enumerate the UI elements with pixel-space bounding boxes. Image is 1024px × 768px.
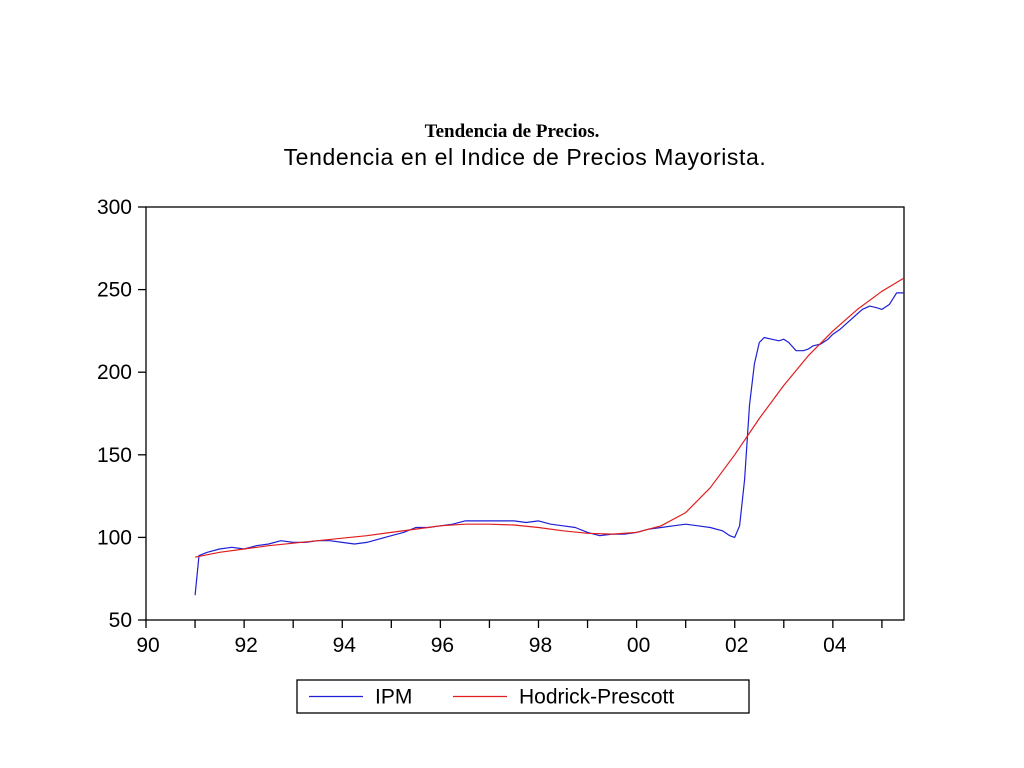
chart-title: Tendencia en el Indice de Precios Mayori… — [283, 144, 767, 170]
y-tick-label: 200 — [97, 361, 132, 384]
x-tick-label: 90 — [136, 634, 159, 657]
y-tick-label: 250 — [97, 279, 132, 302]
x-tick-label: 02 — [725, 634, 748, 657]
x-tick-label: 00 — [627, 634, 650, 657]
x-tick-label: 96 — [431, 634, 454, 657]
x-tick-label: 98 — [529, 634, 552, 657]
legend-label: Hodrick-Prescott — [519, 686, 674, 709]
y-tick-label: 100 — [97, 526, 132, 549]
legend-box — [296, 679, 750, 714]
legend-label: IPM — [375, 686, 412, 709]
series-line-ipm — [194, 292, 904, 596]
x-tick-label: 92 — [234, 634, 257, 657]
plot-frame — [145, 206, 905, 621]
y-tick-label: 300 — [97, 196, 132, 219]
y-tick-label: 150 — [97, 444, 132, 467]
x-tick-label: 04 — [823, 634, 847, 657]
series-line-hodrick-prescott — [194, 277, 905, 558]
slide-title: Tendencia de Precios. — [424, 121, 600, 142]
y-tick-label: 50 — [109, 609, 132, 632]
x-tick-label: 94 — [333, 634, 357, 657]
